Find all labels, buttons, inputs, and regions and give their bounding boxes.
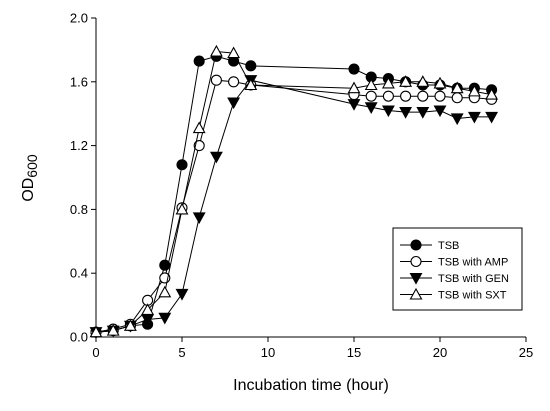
data-point bbox=[485, 111, 499, 124]
data-point bbox=[193, 55, 205, 67]
data-point bbox=[381, 76, 395, 89]
data-point bbox=[192, 121, 206, 134]
data-point bbox=[417, 90, 429, 102]
x-tick-label: 5 bbox=[178, 345, 185, 360]
data-point bbox=[89, 325, 103, 338]
data-point bbox=[193, 140, 205, 152]
legend-entry: TSB bbox=[400, 239, 459, 252]
x-tick-label: 0 bbox=[92, 345, 99, 360]
data-point bbox=[245, 60, 257, 72]
data-point bbox=[416, 107, 430, 119]
data-point bbox=[433, 76, 447, 89]
legend-label: TSB with SXT bbox=[438, 290, 507, 302]
data-point bbox=[365, 90, 377, 102]
y-axis-title-main: OD bbox=[20, 178, 37, 202]
y-tick-label: 1.6 bbox=[70, 74, 88, 89]
data-point bbox=[381, 105, 395, 118]
data-point bbox=[382, 90, 394, 102]
data-point bbox=[210, 74, 222, 86]
legend-marker bbox=[410, 239, 422, 251]
data-point bbox=[416, 75, 430, 87]
series-2 bbox=[89, 75, 499, 339]
data-point bbox=[399, 107, 413, 119]
data-point bbox=[158, 285, 172, 298]
data-point bbox=[158, 312, 172, 325]
data-point bbox=[467, 111, 481, 124]
data-point bbox=[451, 92, 463, 104]
legend-entry: TSB with GEN bbox=[400, 272, 509, 285]
data-point bbox=[141, 303, 155, 315]
y-tick-label: 0.0 bbox=[70, 330, 88, 345]
legend-entry: TSB with SXT bbox=[400, 287, 507, 302]
data-point bbox=[209, 151, 223, 164]
data-point bbox=[228, 76, 240, 88]
data-point bbox=[485, 87, 499, 100]
data-point bbox=[399, 75, 413, 87]
x-tick-label: 15 bbox=[347, 345, 361, 360]
data-point bbox=[106, 323, 120, 336]
y-tick-label: 2.0 bbox=[70, 11, 88, 26]
legend-label: TSB with AMP bbox=[438, 257, 508, 269]
series-3 bbox=[89, 44, 499, 338]
data-point bbox=[347, 81, 361, 94]
data-point bbox=[227, 46, 241, 59]
y-axis-title: OD600 bbox=[20, 154, 40, 202]
x-tick-label: 10 bbox=[261, 345, 275, 360]
legend-entry: TSB with AMP bbox=[400, 255, 508, 269]
data-point bbox=[347, 99, 361, 111]
legend-label: TSB bbox=[438, 240, 459, 252]
data-point bbox=[209, 44, 223, 57]
data-point bbox=[400, 90, 412, 102]
x-tick-label: 20 bbox=[433, 345, 447, 360]
data-point bbox=[176, 159, 188, 171]
data-point bbox=[467, 84, 481, 97]
legend-marker bbox=[409, 287, 423, 300]
legend-marker bbox=[409, 272, 423, 285]
legend: TSB TSB with AMP TSB with GEN TSB with SXT bbox=[392, 227, 523, 311]
data-point bbox=[175, 202, 189, 215]
y-ticks: 0.0 0.4 0.8 1.2 1.6 2.0 bbox=[70, 11, 96, 345]
legend-label: TSB with GEN bbox=[438, 273, 509, 285]
data-point bbox=[141, 314, 155, 327]
x-axis-title: Incubation time (hour) bbox=[233, 377, 389, 394]
data-point bbox=[434, 90, 446, 102]
data-point bbox=[175, 288, 189, 301]
legend-marker bbox=[410, 255, 422, 268]
y-tick-label: 0.8 bbox=[70, 202, 88, 217]
y-tick-label: 0.4 bbox=[70, 266, 88, 281]
data-point bbox=[123, 319, 137, 331]
data-point bbox=[192, 212, 206, 225]
data-point bbox=[227, 97, 241, 110]
axes bbox=[95, 18, 526, 338]
data-point bbox=[348, 63, 360, 75]
x-tick-label: 25 bbox=[519, 345, 533, 360]
data-point bbox=[364, 78, 378, 91]
series-layer bbox=[89, 44, 499, 339]
y-axis-title-subscript: 600 bbox=[24, 154, 40, 178]
x-ticks: 0 5 10 15 20 25 bbox=[92, 337, 533, 360]
data-point bbox=[450, 81, 464, 94]
data-point bbox=[433, 105, 447, 118]
data-point bbox=[244, 78, 258, 91]
y-tick-label: 1.2 bbox=[70, 138, 88, 153]
data-point bbox=[364, 102, 378, 114]
data-point bbox=[450, 113, 464, 126]
